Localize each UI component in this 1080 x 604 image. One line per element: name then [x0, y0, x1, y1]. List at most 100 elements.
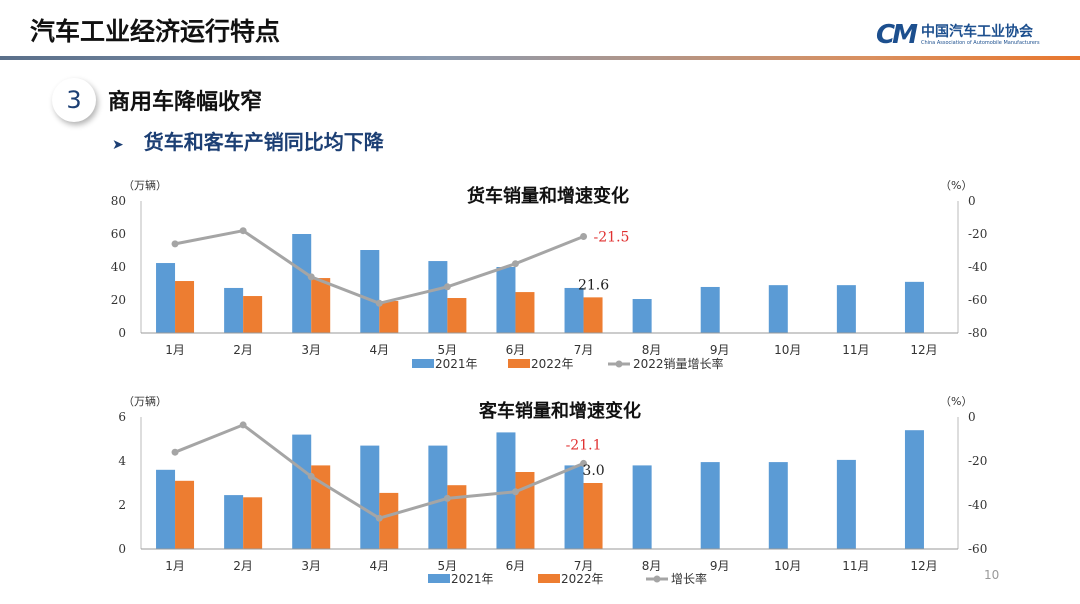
growth-point	[443, 283, 451, 291]
x-tick-label: 7月	[574, 559, 594, 573]
chart-title: 客车销量和增速变化	[479, 400, 641, 422]
data-label: 21.6	[578, 277, 609, 293]
x-tick-label: 3月	[301, 559, 321, 573]
bar-2021年	[292, 234, 312, 333]
bar-2021年	[292, 434, 312, 549]
bar-2021年	[768, 462, 788, 549]
growth-data-label: -21.5	[594, 229, 630, 245]
growth-point	[307, 472, 315, 480]
chart-title: 货车销量和增速变化	[467, 185, 629, 207]
x-tick-label: 3月	[301, 343, 321, 357]
bar-2021年	[360, 250, 380, 333]
data-label: 3.0	[582, 463, 604, 479]
bar-2021年	[156, 263, 176, 333]
y-axis-label: （万辆）	[123, 394, 167, 408]
bar-2021年	[496, 432, 516, 549]
y-tick-label: 20	[111, 293, 126, 307]
bar-2022年	[583, 483, 603, 549]
bar-2021年	[564, 287, 584, 333]
growth-point	[375, 299, 383, 307]
x-tick-label: 4月	[369, 343, 389, 357]
x-tick-label: 8月	[642, 343, 662, 357]
growth-point	[171, 448, 179, 456]
bar-2021年	[156, 469, 176, 549]
bar-2022年	[515, 292, 535, 333]
legend-label: 2021年	[435, 357, 478, 371]
growth-point	[239, 227, 247, 235]
bar-2022年	[447, 298, 467, 333]
y2-tick-label: -60	[968, 293, 987, 307]
legend-swatch	[538, 574, 560, 583]
legend-swatch	[412, 359, 434, 368]
bar-2022年	[447, 485, 467, 549]
growth-point	[307, 273, 315, 281]
legend-label: 2021年	[451, 572, 494, 586]
y2-axis-label: （%）	[940, 395, 972, 408]
bar-2022年	[311, 278, 331, 333]
growth-data-label: -21.1	[566, 437, 602, 453]
legend-swatch	[508, 359, 530, 368]
bar-2021年	[224, 495, 244, 549]
bar-2021年	[768, 285, 788, 333]
growth-point	[239, 421, 247, 429]
slide-title: 汽车工业经济运行特点	[30, 17, 281, 46]
bar-2022年	[175, 281, 195, 333]
legend-label: 2022销量增长率	[633, 356, 724, 371]
y-tick-label: 60	[111, 227, 126, 241]
bar-2021年	[632, 299, 652, 333]
y-tick-label: 80	[111, 194, 126, 208]
y-tick-label: 2	[118, 498, 126, 512]
bar-2022年	[175, 480, 195, 549]
x-tick-label: 11月	[842, 559, 869, 573]
x-tick-label: 12月	[910, 559, 937, 573]
legend-label: 2022年	[531, 357, 574, 371]
x-tick-label: 5月	[438, 559, 458, 573]
y-tick-label: 4	[118, 454, 126, 468]
growth-point	[375, 514, 383, 522]
legend-label: 增长率	[671, 571, 707, 586]
y-tick-label: 0	[118, 542, 126, 556]
x-tick-label: 2月	[233, 343, 253, 357]
bar-2021年	[700, 462, 720, 549]
bar-2022年	[379, 492, 399, 549]
growth-point	[443, 494, 451, 502]
logo-text: 中国汽车工业协会	[920, 23, 1033, 40]
bar-2022年	[243, 296, 263, 333]
bar-2021年	[904, 430, 924, 549]
growth-point	[511, 260, 519, 268]
subtitle-text: 货车和客车产销同比均下降	[143, 130, 384, 154]
y2-axis-label: （%）	[940, 179, 972, 192]
x-tick-label: 9月	[710, 559, 730, 573]
x-tick-label: 6月	[506, 343, 526, 357]
logo-en: China Association of Automobile Manufact…	[920, 39, 1040, 46]
y-tick-label: 0	[118, 326, 126, 340]
x-tick-label: 10月	[774, 559, 801, 573]
growth-point	[171, 240, 179, 248]
legend-marker	[653, 575, 661, 583]
y-axis-label: （万辆）	[123, 178, 167, 192]
bar-2021年	[428, 445, 448, 549]
x-tick-label: 12月	[910, 343, 937, 357]
y2-tick-label: -40	[968, 260, 987, 274]
x-tick-label: 1月	[165, 559, 185, 573]
bar-2022年	[379, 300, 399, 333]
x-tick-label: 5月	[438, 343, 458, 357]
bar-2021年	[224, 287, 244, 333]
bar-2021年	[904, 281, 924, 333]
bar-2021年	[836, 459, 856, 549]
x-tick-label: 2月	[233, 559, 253, 573]
x-tick-label: 4月	[369, 559, 389, 573]
y-tick-label: 6	[118, 410, 126, 424]
subtitle: ➤ 货车和客车产销同比均下降	[112, 126, 384, 155]
bar-2021年	[632, 465, 652, 549]
y2-tick-label: 0	[968, 410, 976, 424]
x-tick-label: 11月	[842, 343, 869, 357]
caam-logo: CM 中国汽车工业协会 China Association of Automob…	[876, 20, 1040, 50]
y2-tick-label: -20	[968, 227, 987, 241]
bar-2021年	[564, 465, 584, 549]
y2-tick-label: -80	[968, 326, 987, 340]
growth-point	[580, 232, 588, 240]
x-tick-label: 6月	[506, 559, 526, 573]
header-divider	[0, 56, 1080, 60]
